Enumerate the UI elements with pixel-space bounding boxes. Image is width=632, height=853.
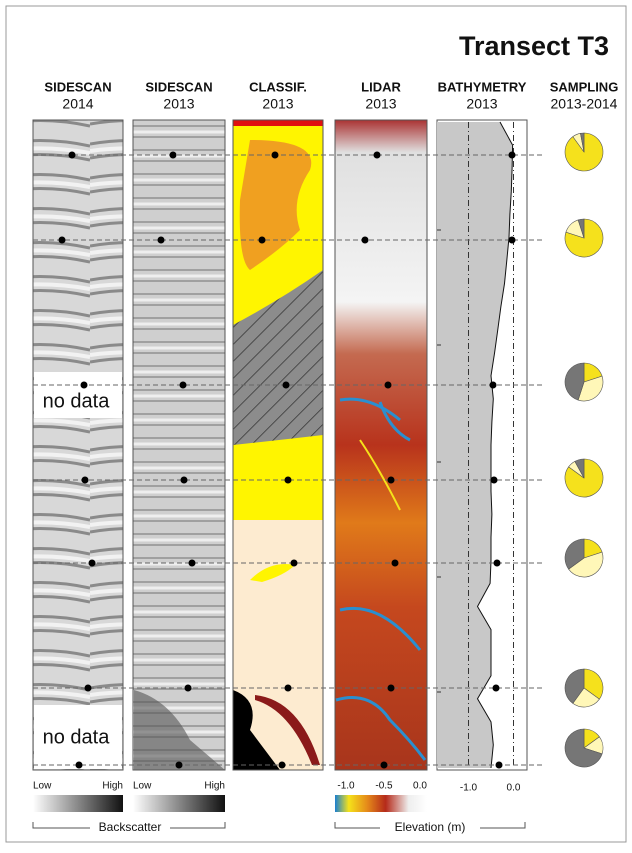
sample-dot bbox=[291, 560, 298, 567]
col-name: SIDESCAN bbox=[145, 79, 212, 94]
legend-low: Low bbox=[133, 781, 152, 792]
lidar bbox=[335, 120, 427, 770]
col-year: 2013-2014 bbox=[551, 96, 618, 112]
title: Transect T3 bbox=[459, 31, 609, 61]
colorbar bbox=[33, 795, 123, 812]
sample-dot bbox=[381, 762, 388, 769]
col-year: 2013 bbox=[163, 96, 194, 112]
no-data-label: no data bbox=[43, 390, 111, 412]
sample-dot bbox=[494, 560, 501, 567]
sample-dot bbox=[185, 685, 192, 692]
sample-dot bbox=[509, 237, 516, 244]
sample-dot bbox=[89, 560, 96, 567]
sample-dot bbox=[496, 762, 503, 769]
sample-dot bbox=[388, 477, 395, 484]
col-name: CLASSIF. bbox=[249, 79, 307, 94]
sample-dot bbox=[170, 152, 177, 159]
sample-dot bbox=[180, 382, 187, 389]
sample-dot bbox=[279, 762, 286, 769]
col-year: 2014 bbox=[62, 96, 93, 112]
sample-dot bbox=[509, 152, 516, 159]
sample-dot bbox=[491, 477, 498, 484]
legend-title: Elevation (m) bbox=[395, 820, 466, 834]
sample-dot bbox=[392, 560, 399, 567]
sample-dot bbox=[388, 685, 395, 692]
sample-dot bbox=[362, 237, 369, 244]
sample-dot bbox=[283, 382, 290, 389]
sample-dot bbox=[181, 477, 188, 484]
sample-dot bbox=[285, 685, 292, 692]
col-name: BATHYMETRY bbox=[438, 79, 527, 94]
col-year: 2013 bbox=[365, 96, 396, 112]
sample-dot bbox=[189, 560, 196, 567]
legend-low: Low bbox=[33, 781, 52, 792]
sample-dot bbox=[59, 237, 66, 244]
no-data-label: no data bbox=[43, 726, 111, 748]
sample-dot bbox=[259, 237, 266, 244]
legend-tick: -0.5 bbox=[375, 781, 393, 792]
col-year: 2013 bbox=[262, 96, 293, 112]
sample-dot bbox=[158, 237, 165, 244]
headers: SIDESCAN 2014 SIDESCAN 2013 CLASSIF. 201… bbox=[44, 79, 618, 111]
legend-tick: -1.0 bbox=[337, 781, 355, 792]
figure: Transect T3 SIDESCAN 2014 SIDESCAN 2013 … bbox=[0, 0, 632, 848]
x-tick-label: -1.0 bbox=[460, 783, 478, 794]
legend-high: High bbox=[102, 781, 123, 792]
sidescan-2013 bbox=[133, 120, 225, 770]
sidescan-2014 bbox=[33, 120, 123, 770]
sample-dot bbox=[85, 685, 92, 692]
sample-dot bbox=[76, 762, 83, 769]
elevation-legend: -1.0 -0.5 0.0 Elevation (m) bbox=[335, 781, 525, 835]
sample-dot bbox=[374, 152, 381, 159]
sample-dot bbox=[176, 762, 183, 769]
sample-dot bbox=[82, 477, 89, 484]
legend-title: Backscatter bbox=[99, 820, 162, 834]
backscatter-legend: Low High Low High Backscatter bbox=[33, 781, 225, 835]
col-name: SIDESCAN bbox=[44, 79, 111, 94]
sample-dot bbox=[272, 152, 279, 159]
col-name: LIDAR bbox=[361, 79, 401, 94]
sample-dot bbox=[490, 382, 497, 389]
legend-high: High bbox=[204, 781, 225, 792]
col-name: SAMPLING bbox=[550, 79, 619, 94]
col-year: 2013 bbox=[466, 96, 497, 112]
sample-dot bbox=[81, 382, 88, 389]
colorbar bbox=[133, 795, 225, 812]
legend-tick: 0.0 bbox=[413, 781, 427, 792]
sample-dot bbox=[285, 477, 292, 484]
classification bbox=[233, 120, 323, 770]
sample-dot bbox=[69, 152, 76, 159]
colorbar bbox=[335, 795, 427, 812]
sampling-pies bbox=[565, 133, 603, 767]
sample-dot bbox=[493, 685, 500, 692]
sample-dot bbox=[385, 382, 392, 389]
x-tick-label: 0.0 bbox=[507, 783, 521, 794]
